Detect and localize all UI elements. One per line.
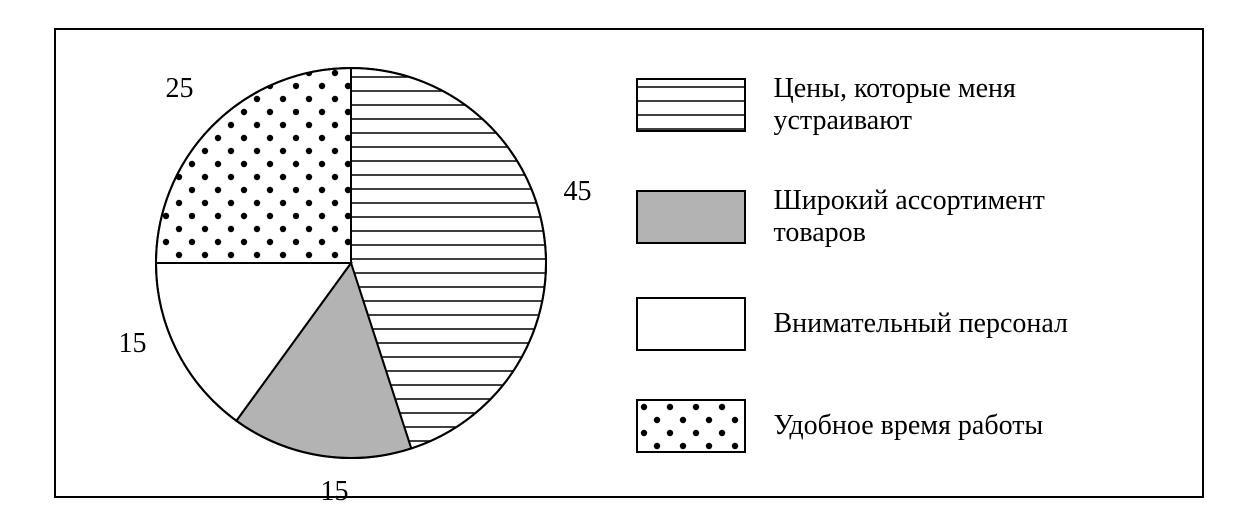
legend-label-hours: Удобное время работы: [774, 410, 1044, 442]
legend-label-assortment: Широкий ассортименттоваров: [774, 185, 1045, 249]
slice-value-hours: 25: [166, 73, 194, 105]
legend-item-staff: Внимательный персонал: [636, 297, 1182, 351]
legend-swatch-hours: [636, 399, 746, 453]
pie-chart: 45 15 15 25: [56, 28, 616, 498]
slice-value-staff: 15: [119, 328, 147, 360]
legend-label-prices: Цены, которые меняустраивают: [774, 73, 1016, 137]
legend-swatch-assortment: [636, 190, 746, 244]
legend-swatch-staff: [636, 297, 746, 351]
slice-value-assortment: 15: [321, 476, 349, 508]
legend: Цены, которые меняустраивают Широкий асс…: [616, 73, 1202, 454]
legend-swatch-prices: [636, 78, 746, 132]
legend-item-hours: Удобное время работы: [636, 399, 1182, 453]
legend-item-assortment: Широкий ассортименттоваров: [636, 185, 1182, 249]
legend-item-prices: Цены, которые меняустраивают: [636, 73, 1182, 137]
chart-frame: 45 15 15 25 Цены, которые меняустраивают…: [54, 28, 1204, 498]
legend-label-staff: Внимательный персонал: [774, 308, 1069, 340]
slice-value-prices: 45: [564, 176, 592, 208]
